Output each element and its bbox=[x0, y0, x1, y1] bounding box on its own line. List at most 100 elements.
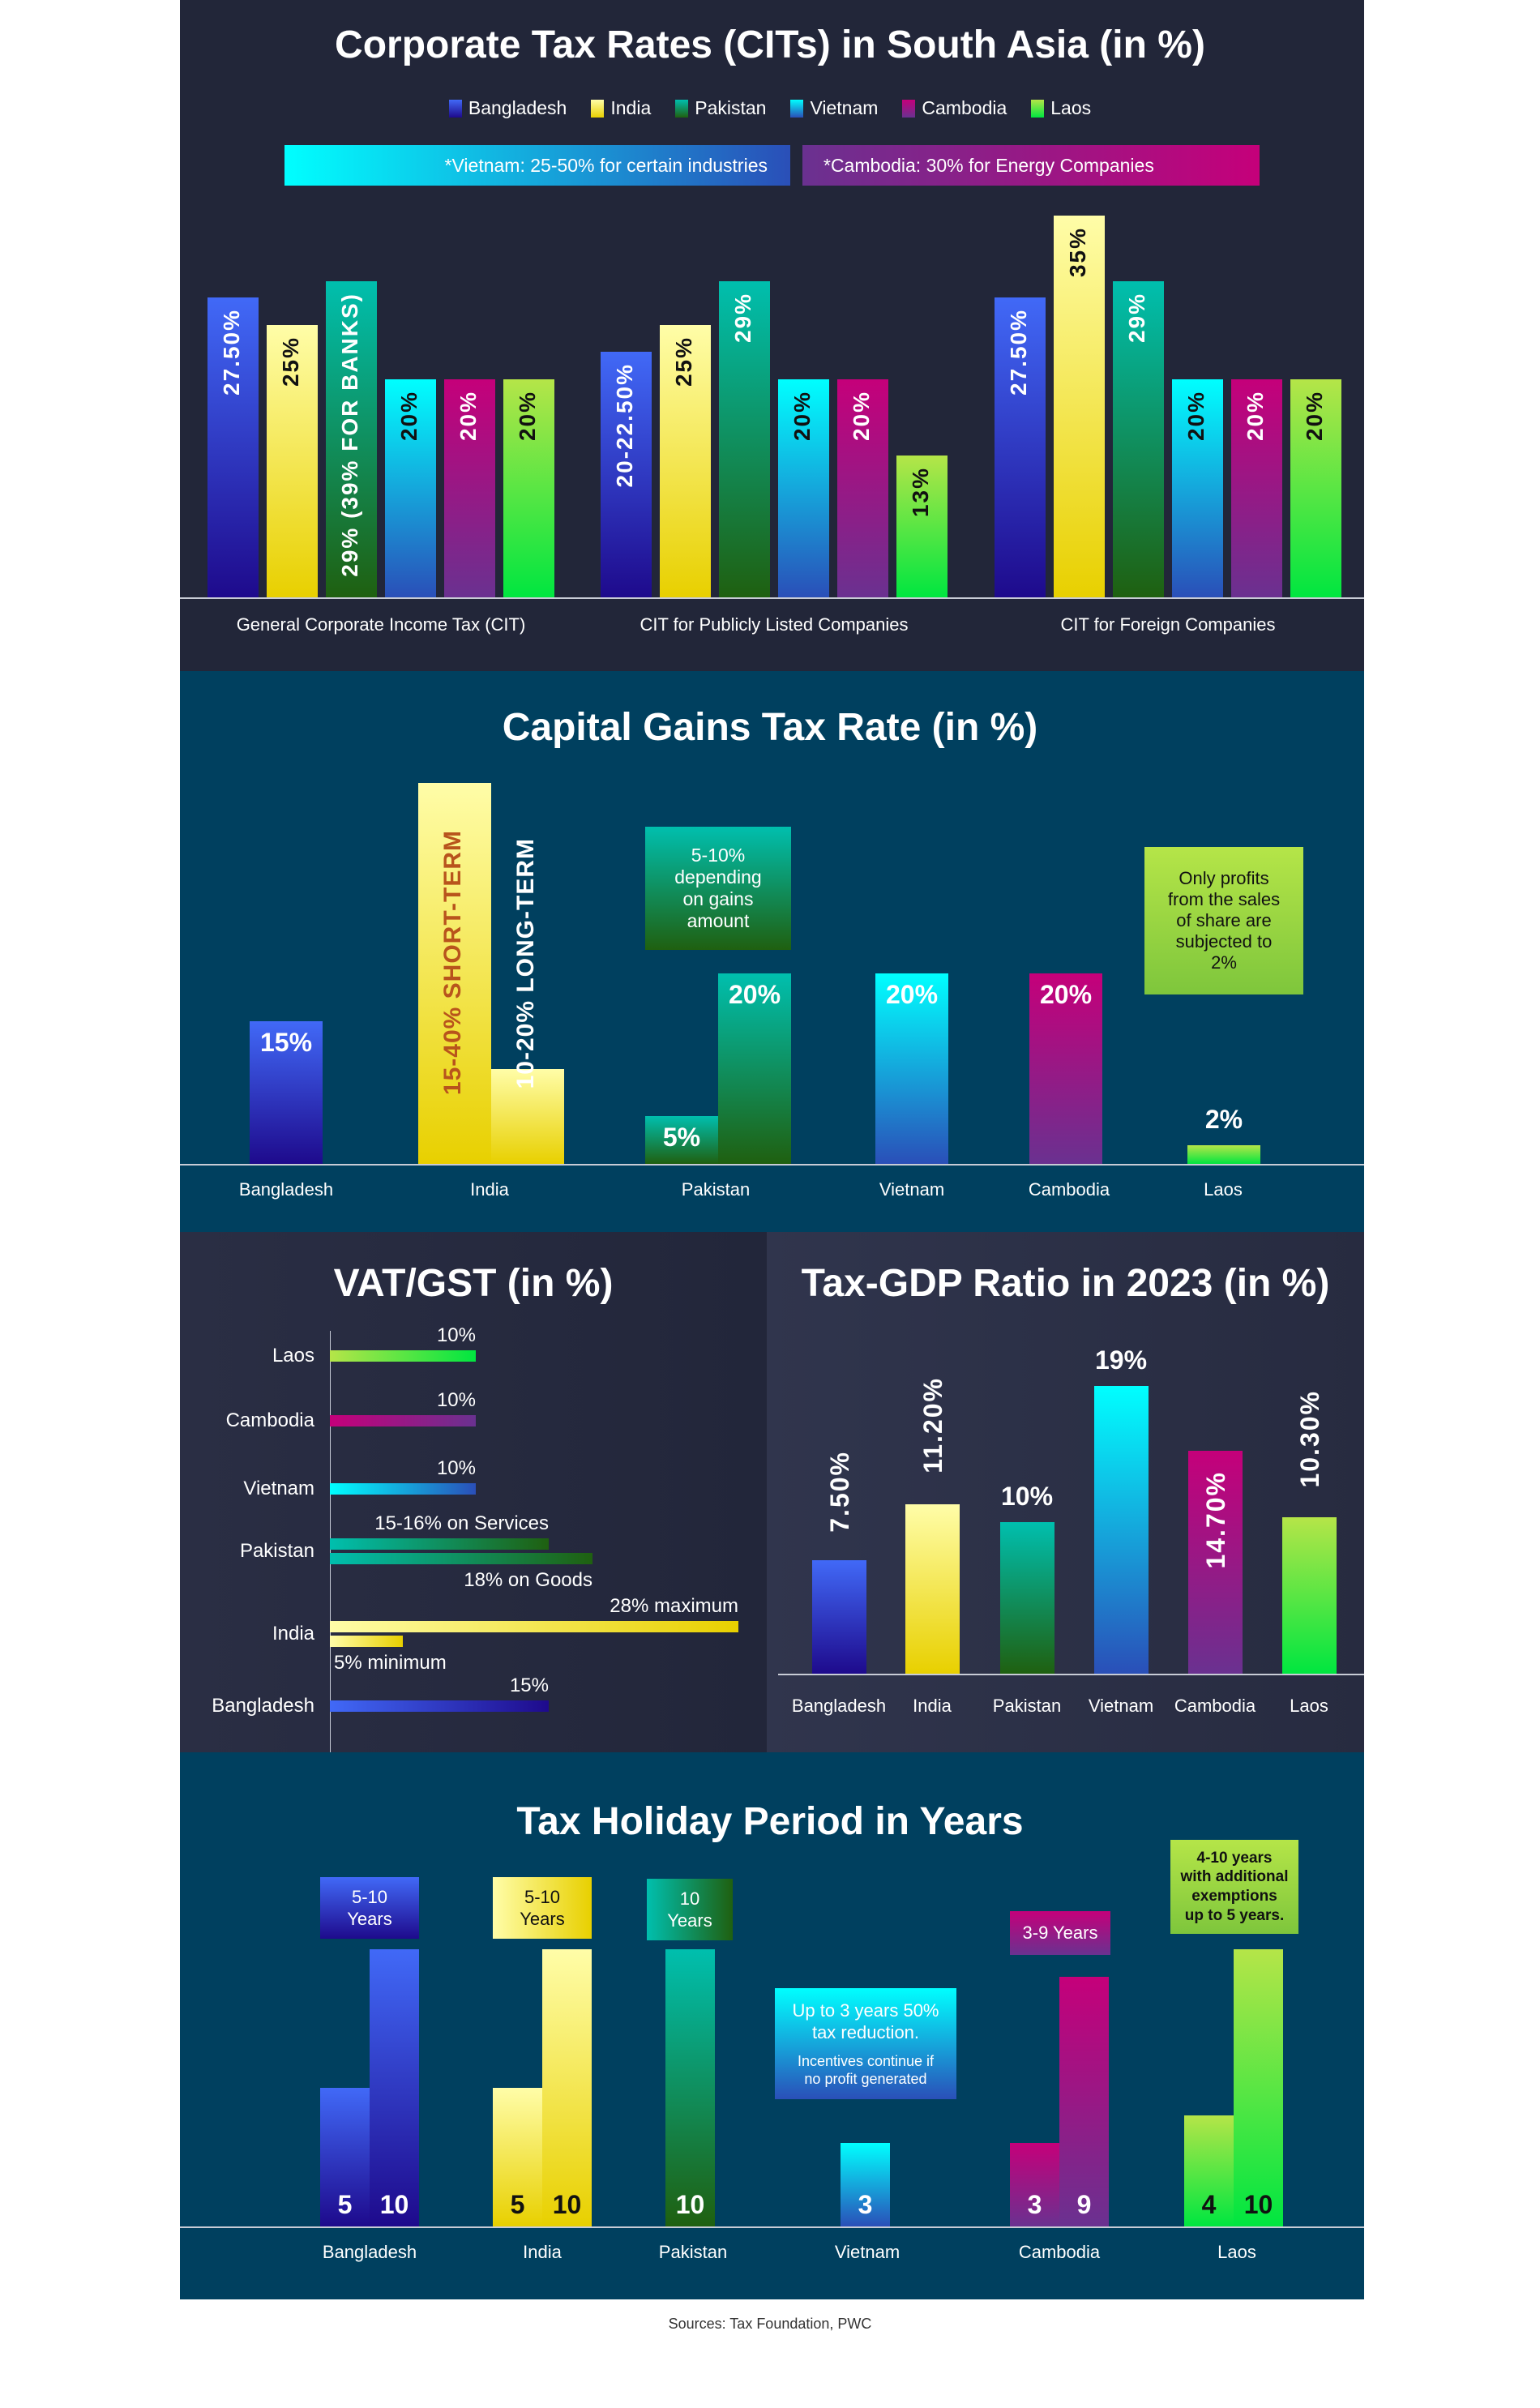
bar-value-label: 15-16% on Services bbox=[374, 1512, 549, 1534]
category-label: Laos bbox=[1290, 1696, 1328, 1716]
bar-value-label: 15% bbox=[259, 1027, 313, 1057]
category-label: India bbox=[913, 1696, 952, 1716]
category-label: Laos bbox=[1204, 1179, 1243, 1200]
country-label: India bbox=[272, 1623, 314, 1645]
bar-value-label: 7.50% bbox=[824, 1450, 854, 1533]
bar-cambodia bbox=[330, 1415, 476, 1426]
bar-india bbox=[418, 783, 491, 1164]
country-label: Cambodia bbox=[225, 1409, 314, 1431]
bar-value-label: 20% bbox=[728, 980, 781, 1009]
sources-text: Sources: Tax Foundation, PWC bbox=[668, 2316, 872, 2332]
cambodia-note: *Cambodia: 30% for Energy Companies bbox=[802, 145, 1260, 186]
bar-laos bbox=[896, 456, 948, 597]
note-box-bangladesh: 5-10 Years bbox=[320, 1877, 419, 1939]
chart-title-capital-gains: Capital Gains Tax Rate (in %) bbox=[502, 706, 1038, 749]
x-axis-line bbox=[180, 1164, 1364, 1166]
bar-value-label: 18% on Goods bbox=[464, 1569, 592, 1591]
bar-cambodia bbox=[837, 379, 888, 597]
bar-value-label: 35% bbox=[1065, 226, 1090, 277]
bar-value-label: 20% bbox=[1243, 390, 1268, 441]
category-label: Vietnam bbox=[834, 2242, 900, 2262]
bar-laos bbox=[503, 379, 554, 597]
country-label: Bangladesh bbox=[212, 1695, 314, 1717]
category-label: Bangladesh bbox=[322, 2242, 417, 2262]
bar-laos bbox=[1184, 2115, 1234, 2226]
note-box-pakistan: 10 Years bbox=[647, 1879, 733, 1940]
category-label: CIT for Foreign Companies bbox=[1060, 614, 1276, 635]
bar-value-label: 2% bbox=[1204, 1104, 1243, 1134]
category-label: Pakistan bbox=[681, 1179, 751, 1200]
bar-value-label: 29% bbox=[1124, 292, 1149, 343]
bar-value-label: 20% bbox=[789, 390, 815, 441]
bar-value-label: 5% minimum bbox=[334, 1652, 447, 1674]
bar-pakistan bbox=[1113, 280, 1164, 597]
note-text: 5-10 Years bbox=[520, 1886, 565, 1930]
legend-item-bangladesh: Bangladesh bbox=[448, 97, 567, 119]
legend-label: Vietnam bbox=[810, 97, 879, 118]
bar-value-label: 11.20% bbox=[918, 1376, 948, 1473]
bar-india bbox=[493, 2088, 542, 2226]
legend-swatch bbox=[448, 99, 462, 118]
bar-value-label: 10% bbox=[436, 1457, 476, 1479]
category-label: Laos bbox=[1217, 2242, 1256, 2262]
category-label: Bangladesh bbox=[238, 1179, 334, 1200]
bar-laos bbox=[1187, 1144, 1260, 1164]
bar-value-label: 20% bbox=[849, 390, 874, 441]
category-label: Vietnam bbox=[879, 1179, 945, 1200]
bar-india bbox=[267, 324, 318, 597]
country-label: Vietnam bbox=[243, 1478, 314, 1499]
legend: Bangladesh India Pakistan Vietnam Cambodia La… bbox=[0, 97, 1540, 119]
bar-value-label: 10% bbox=[1000, 1482, 1054, 1511]
bar-value-label: 20% bbox=[1039, 980, 1093, 1009]
bar-laos bbox=[1290, 379, 1341, 597]
bar-bangladesh bbox=[811, 1559, 866, 1674]
legend-label: Bangladesh bbox=[468, 97, 567, 118]
legend-item-cambodia: Cambodia bbox=[902, 97, 1007, 119]
bar-vietnam bbox=[875, 973, 948, 1164]
category-label: General Corporate Income Tax (CIT) bbox=[236, 614, 526, 635]
bar-value-label: 20% bbox=[885, 980, 939, 1009]
category-label: Pakistan bbox=[658, 2242, 728, 2262]
note-box-laos: 4-10 years with additional exemptions up… bbox=[1170, 1840, 1298, 1934]
bar-vietnam bbox=[385, 379, 436, 597]
note-text: 5-10 Years bbox=[347, 1886, 392, 1930]
bar-value-label: 20% bbox=[1302, 390, 1327, 441]
bar-vietnam bbox=[1172, 379, 1223, 597]
chart-title-tax-holiday: Tax Holiday Period in Years bbox=[516, 1800, 1024, 1843]
bar-bangladesh bbox=[330, 1700, 549, 1712]
bar-cambodia bbox=[1059, 1977, 1109, 2226]
bar-laos bbox=[330, 1350, 476, 1362]
long-term-label: 10-20% LONG-TERM bbox=[512, 837, 539, 1089]
legend-item-vietnam: Vietnam bbox=[790, 97, 878, 119]
category-label: India bbox=[523, 2242, 562, 2262]
bar-value-label: 25% bbox=[278, 336, 303, 387]
bar-value-label: 10% bbox=[436, 1389, 476, 1411]
bar-bangladesh bbox=[207, 297, 259, 597]
legend-swatch bbox=[902, 99, 916, 118]
pakistan-note: 5-10% depending on gains amount bbox=[645, 827, 791, 950]
legend-label: Cambodia bbox=[922, 97, 1007, 118]
bar-value-label: 29% (39% FOR BANKS) bbox=[337, 292, 362, 577]
bar-vietnam bbox=[841, 2143, 890, 2226]
category-label: CIT for Publicly Listed Companies bbox=[640, 614, 909, 635]
bar-india bbox=[491, 1068, 564, 1164]
bar-india bbox=[542, 1949, 592, 2226]
legend-swatch bbox=[591, 99, 605, 118]
bar-value-label: 10.30% bbox=[1294, 1390, 1324, 1488]
legend-item-india: India bbox=[591, 97, 651, 119]
bar-value-label: 20% bbox=[1183, 390, 1208, 441]
bar-vietnam bbox=[778, 379, 829, 597]
note-text: 4-10 years with additional exemptions up… bbox=[1180, 1849, 1289, 1924]
bar-value-label: 13% bbox=[908, 467, 933, 518]
legend-swatch bbox=[790, 99, 804, 118]
bar-value-label: 10 bbox=[379, 2190, 409, 2219]
bar-india bbox=[330, 1636, 403, 1647]
chart-title-cit: Corporate Tax Rates (CITs) in South Asia… bbox=[335, 24, 1205, 66]
x-axis-line bbox=[180, 2226, 1364, 2228]
x-axis-line bbox=[180, 597, 1364, 599]
bar-value-label: 4 bbox=[1201, 2190, 1217, 2219]
bar-pakistan bbox=[999, 1522, 1054, 1674]
country-label: Pakistan bbox=[239, 1540, 314, 1562]
category-label: Pakistan bbox=[992, 1696, 1062, 1716]
bar-pakistan bbox=[665, 1949, 715, 2226]
